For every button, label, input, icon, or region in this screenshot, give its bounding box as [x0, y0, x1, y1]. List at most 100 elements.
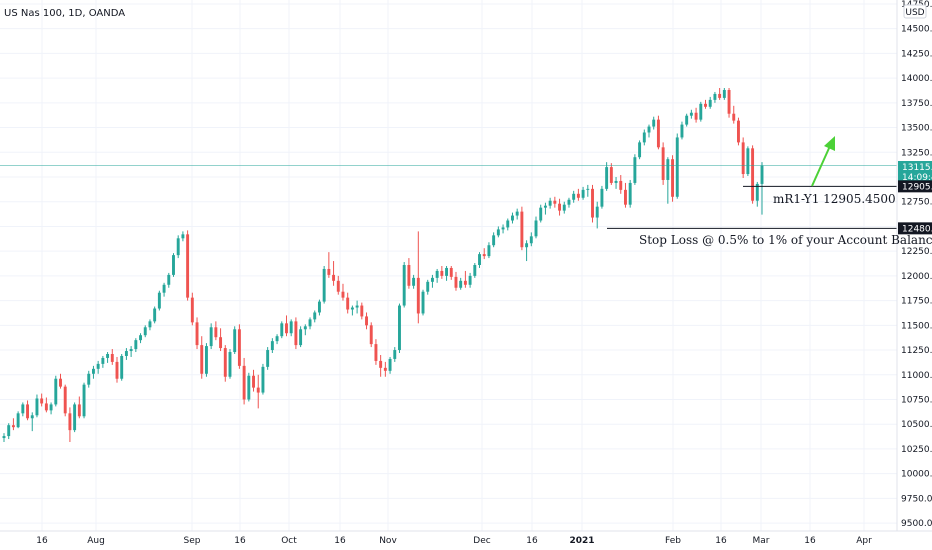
candle[interactable] — [567, 197, 571, 208]
candle[interactable] — [186, 230, 190, 301]
candle[interactable] — [689, 109, 693, 119]
candle[interactable] — [600, 185, 604, 209]
candle[interactable] — [430, 274, 434, 288]
candle[interactable] — [586, 184, 590, 197]
candle[interactable] — [204, 343, 208, 377]
candle[interactable] — [365, 312, 368, 330]
candle[interactable] — [760, 162, 764, 215]
candle[interactable] — [652, 116, 656, 130]
candle-series[interactable] — [2, 88, 764, 443]
candle[interactable] — [63, 384, 67, 417]
candle[interactable] — [143, 325, 147, 338]
candle[interactable] — [553, 196, 557, 208]
candle[interactable] — [609, 163, 613, 185]
candle[interactable] — [120, 354, 124, 381]
candle[interactable] — [228, 349, 232, 379]
candle[interactable] — [751, 145, 755, 204]
candle[interactable] — [398, 303, 401, 354]
candle[interactable] — [181, 231, 185, 242]
candle[interactable] — [511, 212, 514, 224]
candle[interactable] — [223, 345, 227, 382]
candle[interactable] — [393, 347, 397, 362]
candle[interactable] — [732, 105, 736, 124]
candle[interactable] — [350, 305, 354, 316]
candle[interactable] — [708, 96, 712, 109]
candle[interactable] — [176, 235, 180, 259]
candle[interactable] — [252, 369, 255, 392]
candle[interactable] — [383, 361, 387, 377]
candle[interactable] — [440, 265, 444, 279]
level-2-label[interactable]: Stop Loss @ 0.5% to 1% of your Account B… — [639, 233, 932, 247]
candle[interactable] — [200, 336, 204, 379]
candle[interactable] — [68, 407, 72, 443]
candle[interactable] — [162, 282, 166, 297]
candle[interactable] — [605, 162, 609, 191]
candle[interactable] — [595, 201, 599, 229]
candle[interactable] — [77, 396, 81, 419]
candle[interactable] — [624, 182, 627, 208]
candle[interactable] — [426, 279, 430, 295]
candle[interactable] — [35, 394, 39, 418]
level-1-label[interactable]: mR1-Y1 12905.4500 — [773, 192, 896, 206]
candle[interactable] — [619, 175, 623, 194]
candle[interactable] — [628, 179, 632, 208]
candle[interactable] — [454, 271, 458, 291]
candle[interactable] — [21, 402, 25, 417]
candle[interactable] — [294, 317, 298, 350]
candle[interactable] — [2, 433, 6, 443]
candle[interactable] — [26, 400, 29, 421]
candle[interactable] — [247, 372, 251, 402]
candle[interactable] — [435, 268, 439, 283]
candle[interactable] — [49, 402, 53, 415]
candle[interactable] — [534, 216, 538, 239]
candle[interactable] — [355, 300, 359, 314]
candle[interactable] — [581, 186, 585, 200]
candle[interactable] — [473, 263, 477, 278]
candle[interactable] — [482, 248, 486, 260]
candle[interactable] — [30, 412, 34, 432]
candle[interactable] — [685, 113, 689, 127]
candle[interactable] — [336, 275, 340, 295]
candle[interactable] — [539, 204, 543, 223]
candle[interactable] — [266, 347, 270, 370]
candle[interactable] — [459, 277, 463, 290]
candle[interactable] — [666, 157, 670, 204]
candle[interactable] — [106, 352, 110, 363]
candle[interactable] — [7, 423, 11, 440]
candle[interactable] — [73, 402, 77, 433]
candle[interactable] — [671, 155, 675, 202]
candle[interactable] — [96, 360, 100, 374]
candle[interactable] — [289, 319, 293, 337]
candle[interactable] — [101, 355, 105, 368]
candle[interactable] — [285, 315, 288, 337]
candle[interactable] — [468, 272, 472, 288]
candle[interactable] — [214, 321, 218, 341]
candle[interactable] — [374, 339, 378, 365]
candle[interactable] — [317, 299, 321, 316]
candle[interactable] — [722, 88, 726, 100]
candle[interactable] — [699, 101, 703, 122]
candle[interactable] — [591, 184, 594, 223]
candle[interactable] — [16, 411, 20, 429]
candle[interactable] — [543, 202, 547, 215]
candle[interactable] — [746, 146, 750, 177]
candle[interactable] — [139, 333, 142, 344]
candle[interactable] — [190, 292, 194, 326]
candle[interactable] — [407, 258, 411, 289]
candle[interactable] — [421, 289, 425, 316]
candle[interactable] — [59, 373, 62, 389]
candle[interactable] — [656, 115, 660, 150]
candle[interactable] — [572, 190, 576, 203]
candle[interactable] — [115, 356, 119, 383]
candle[interactable] — [280, 321, 284, 339]
candle[interactable] — [299, 326, 303, 348]
candle[interactable] — [675, 133, 679, 199]
candle[interactable] — [501, 224, 505, 234]
candle[interactable] — [153, 306, 157, 324]
candle[interactable] — [713, 91, 717, 103]
candle[interactable] — [647, 124, 651, 138]
candle[interactable] — [704, 99, 707, 109]
candle[interactable] — [449, 265, 453, 280]
candle[interactable] — [157, 290, 161, 311]
candle[interactable] — [346, 292, 350, 314]
